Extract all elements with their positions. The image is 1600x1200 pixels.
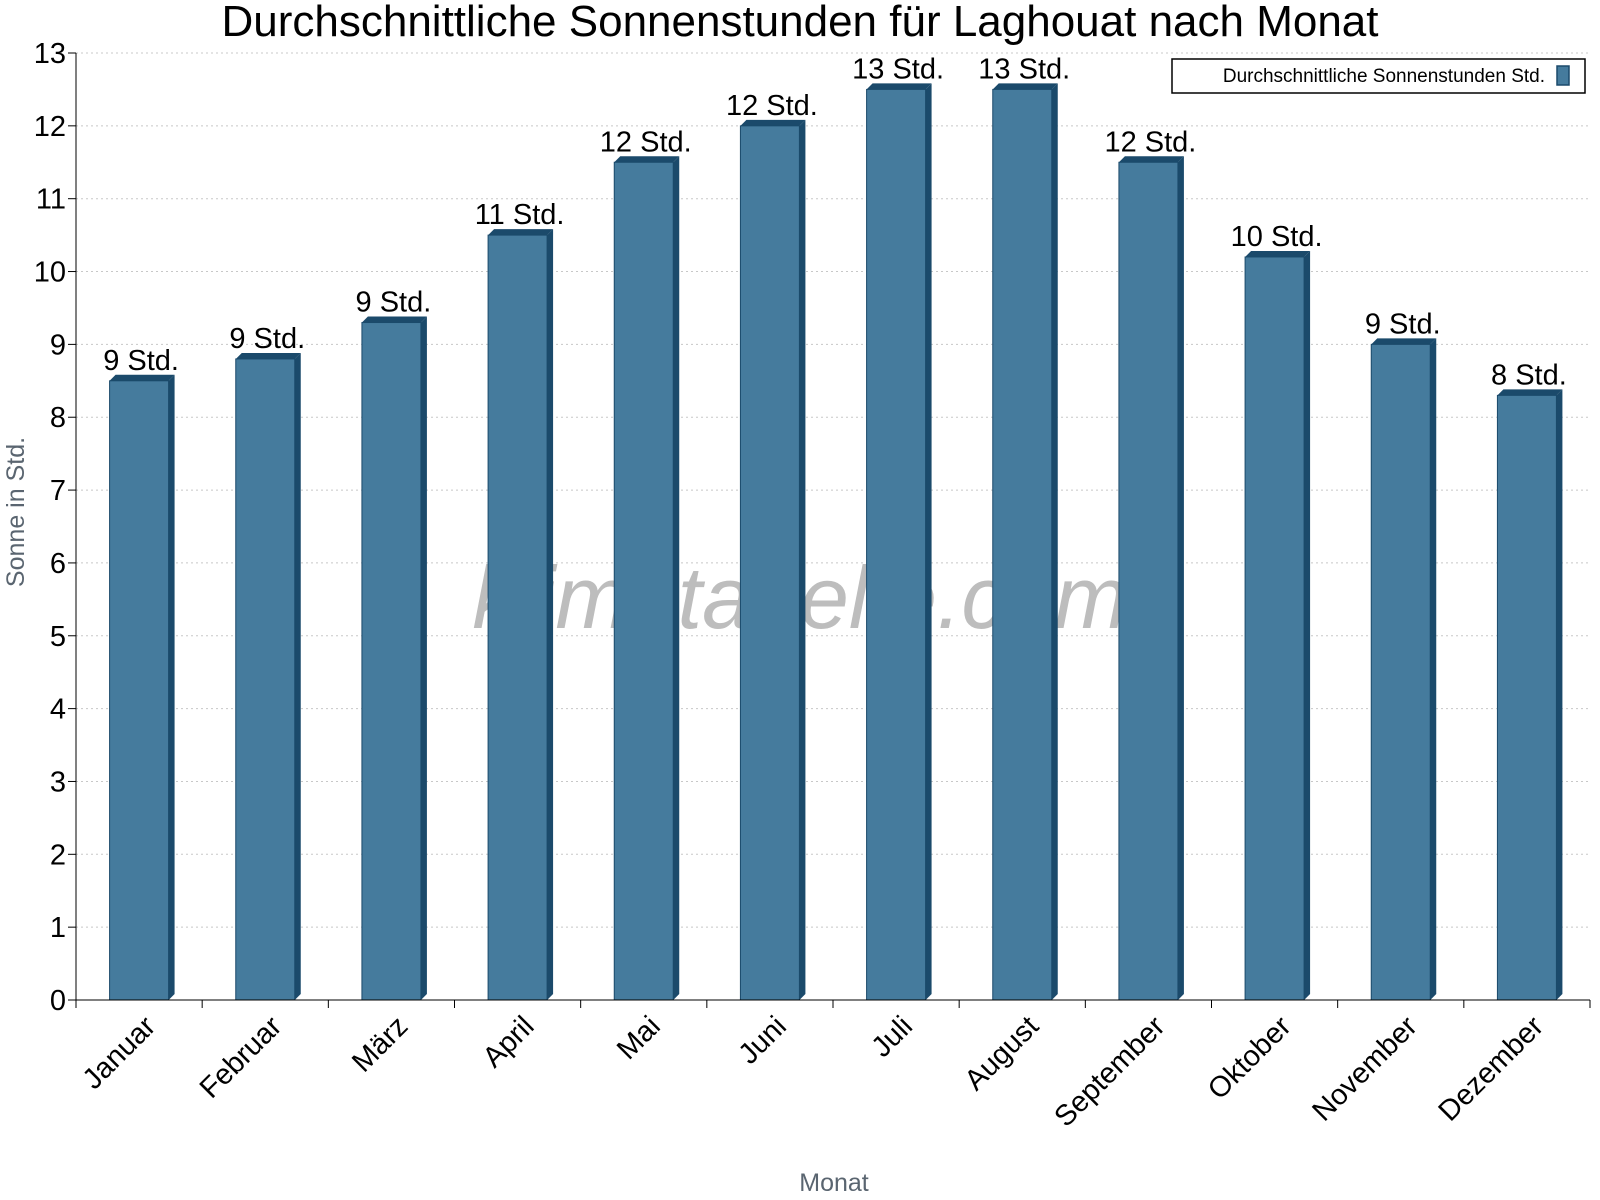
- bar-top: [614, 156, 680, 163]
- x-tick-label: Januar: [77, 1010, 163, 1096]
- bar-top: [992, 83, 1058, 90]
- bar-group: 9 Std.: [356, 287, 432, 1001]
- bar-group: 11 Std.: [475, 199, 565, 1001]
- y-tick-label: 0: [50, 985, 66, 1017]
- bar-side: [420, 316, 427, 1000]
- bar-side: [1304, 250, 1311, 1000]
- bar-top: [1118, 156, 1184, 163]
- bar-data-label: 9 Std.: [103, 345, 179, 377]
- bar-data-label: 13 Std.: [978, 53, 1070, 85]
- bar-data-label: 11 Std.: [475, 199, 565, 231]
- legend-box: [1171, 58, 1586, 94]
- legend: Durchschnittliche Sonnenstunden Std.: [1171, 58, 1586, 94]
- bar: [1118, 161, 1179, 1001]
- x-tick-label: Oktober: [1202, 1010, 1298, 1106]
- bar-side: [1556, 389, 1563, 1000]
- bar-group: 12 Std.: [726, 90, 818, 1001]
- y-tick-label: 7: [50, 475, 66, 507]
- y-tick-label: 12: [34, 111, 66, 143]
- bar: [1496, 394, 1557, 1001]
- bar-data-label: 8 Std.: [1491, 359, 1567, 391]
- x-tick-label: August: [959, 1010, 1045, 1096]
- bar: [866, 88, 927, 1001]
- legend-label: Durchschnittliche Sonnenstunden Std.: [1223, 66, 1545, 87]
- bar-side: [673, 156, 680, 1000]
- legend-swatch: [1556, 65, 1570, 86]
- bars: 9 Std. 9 Std. 9 Std. 11 Std. 12 Std. 12 Std. 1…: [103, 53, 1567, 1001]
- y-tick-label: 8: [50, 402, 66, 434]
- x-tick-label: November: [1306, 1010, 1423, 1127]
- y-tick-label: 10: [34, 257, 66, 289]
- y-tick-label: 5: [50, 621, 66, 653]
- bar-top: [866, 83, 932, 90]
- bar-group: 9 Std.: [1365, 308, 1441, 1001]
- bar-group: 10 Std.: [1231, 221, 1323, 1001]
- bar-group: 13 Std.: [852, 53, 944, 1001]
- bar-group: 9 Std.: [103, 345, 179, 1001]
- chart-title: Durchschnittliche Sonnenstunden für Lagh…: [222, 0, 1379, 46]
- bar: [1370, 343, 1431, 1001]
- bar-side: [547, 229, 554, 1001]
- bar-top: [235, 352, 301, 359]
- bar: [361, 322, 422, 1001]
- bar-group: 9 Std.: [229, 323, 305, 1001]
- bar-data-label: 13 Std.: [852, 53, 944, 85]
- bar: [1244, 256, 1305, 1001]
- bar: [487, 234, 548, 1001]
- bar-data-label: 12 Std.: [1104, 126, 1196, 158]
- bar-side: [294, 352, 301, 1000]
- bar-group: 12 Std.: [600, 126, 692, 1001]
- bar-group: 12 Std.: [1104, 126, 1196, 1001]
- bar-group: 13 Std.: [978, 53, 1070, 1001]
- y-tick-label: 11: [36, 184, 66, 216]
- bar-side: [925, 83, 932, 1000]
- x-tick-label: April: [477, 1010, 541, 1074]
- bar: [235, 358, 296, 1001]
- x-tick-label: Februar: [194, 1010, 289, 1105]
- bar: [109, 380, 170, 1001]
- y-tick-label: 2: [50, 839, 66, 871]
- gridlines: [76, 52, 1590, 928]
- y-tick-label: 4: [50, 694, 66, 726]
- x-tick-label: März: [346, 1010, 414, 1078]
- bar-group: 8 Std.: [1491, 359, 1567, 1001]
- bar-top: [488, 229, 554, 236]
- y-axis-title: Sonne in Std.: [2, 437, 30, 587]
- bar-top: [1245, 250, 1311, 257]
- bar-data-label: 9 Std.: [229, 323, 305, 355]
- y-tick-label: 6: [50, 548, 66, 580]
- bar: [613, 161, 674, 1001]
- bar-side: [1177, 156, 1184, 1000]
- bar-top: [1497, 389, 1563, 396]
- y-tick-label: 3: [50, 766, 66, 798]
- bar-top: [1371, 338, 1437, 345]
- bar-top: [109, 374, 175, 381]
- x-tick-label: Mai: [611, 1010, 667, 1066]
- bar-data-label: 12 Std.: [726, 90, 818, 122]
- x-axis-title: Monat: [799, 1169, 869, 1197]
- bar-top: [361, 316, 427, 323]
- bar-top: [740, 119, 806, 126]
- y-tick-label: 13: [34, 38, 66, 70]
- x-tick-label: Dezember: [1433, 1010, 1550, 1127]
- bar-side: [1051, 83, 1058, 1000]
- bar-data-label: 10 Std.: [1231, 221, 1323, 253]
- y-tick-label: 9: [50, 329, 66, 361]
- bar-data-label: 12 Std.: [600, 126, 692, 158]
- bar: [992, 88, 1053, 1001]
- y-tick-label: 1: [50, 912, 66, 944]
- bar-side: [799, 119, 806, 1001]
- bar: [739, 125, 800, 1001]
- x-tick-label: September: [1048, 1010, 1171, 1133]
- bar-side: [1430, 338, 1437, 1000]
- bar-data-label: 9 Std.: [1365, 308, 1441, 340]
- bar-data-label: 9 Std.: [356, 287, 432, 319]
- x-tick-label: Juni: [733, 1010, 793, 1070]
- bar-side: [168, 374, 175, 1000]
- x-tick-label: Juli: [866, 1010, 919, 1063]
